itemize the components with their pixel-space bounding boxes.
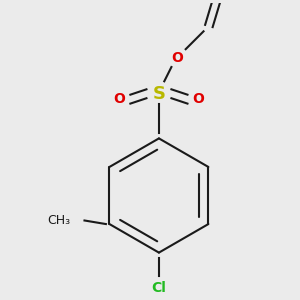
Text: O: O — [171, 51, 183, 65]
Text: S: S — [152, 85, 165, 103]
Text: CH₃: CH₃ — [47, 214, 70, 227]
Text: O: O — [114, 92, 126, 106]
Text: O: O — [192, 92, 204, 106]
Text: Cl: Cl — [152, 281, 166, 295]
